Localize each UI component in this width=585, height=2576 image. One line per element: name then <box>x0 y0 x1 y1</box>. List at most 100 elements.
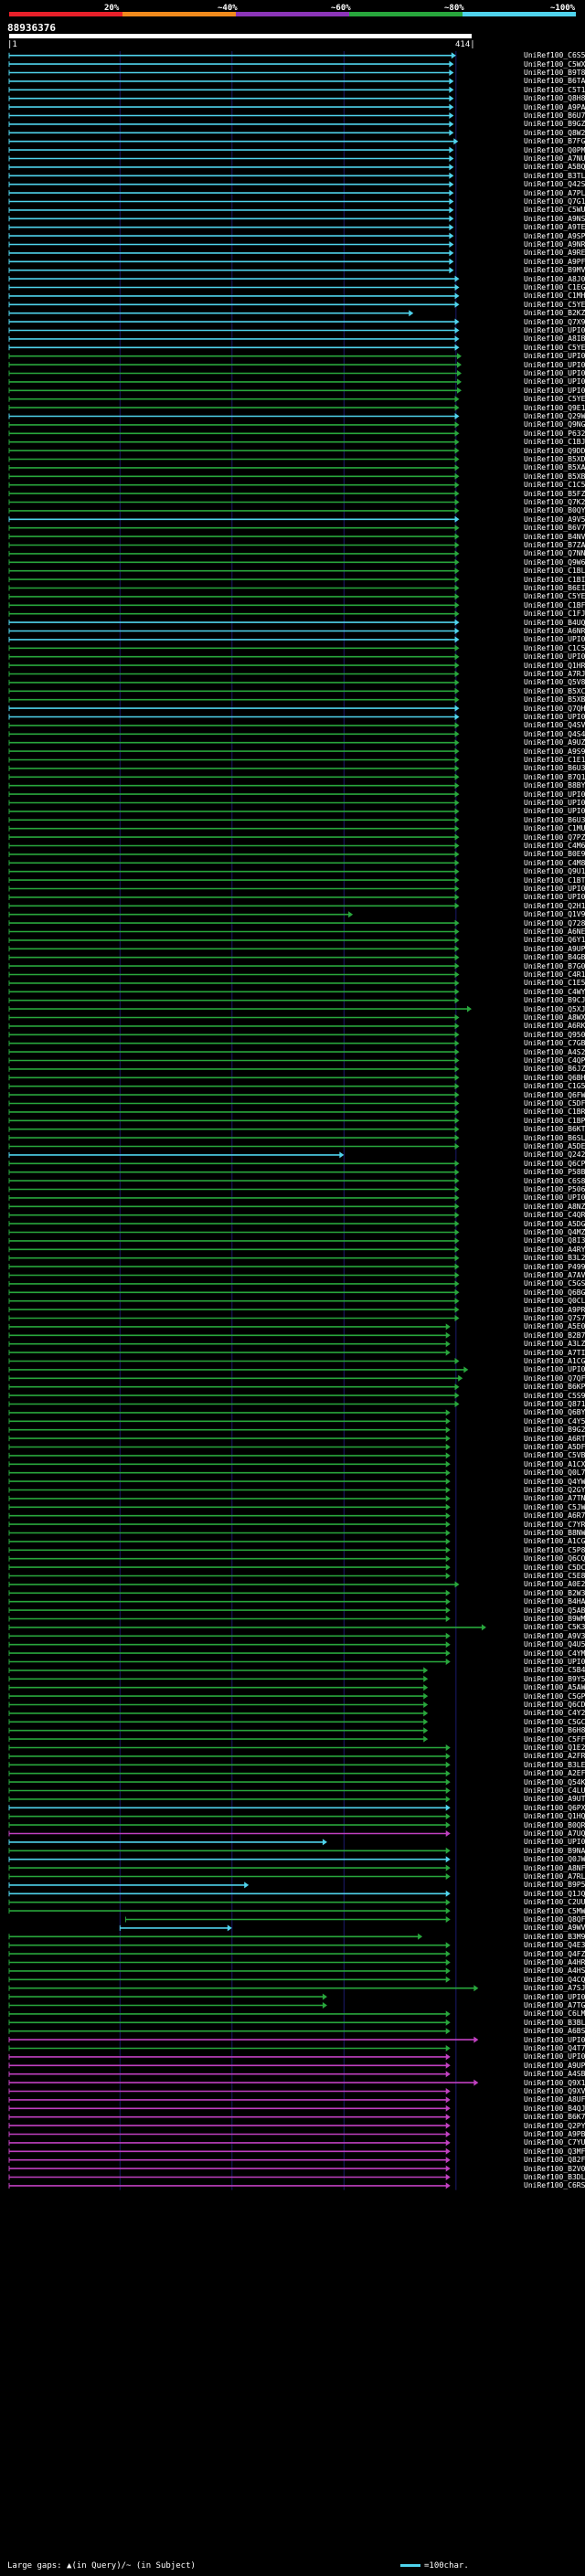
hit-label[interactable]: UniRef100_A9PBZ1 <box>524 2130 585 2138</box>
hit-label[interactable]: UniRef100_A7PLF9 <box>524 188 585 197</box>
hit-label[interactable]: UniRef100_C5FF50 <box>524 1734 585 1744</box>
hit-label[interactable]: UniRef100_A9V503 <box>524 514 585 524</box>
hit-label[interactable]: UniRef100_A6RK82 <box>524 1022 585 1031</box>
hit-label[interactable]: UniRef100_A9PAA6 <box>524 102 585 111</box>
hit-label[interactable]: UniRef100_C4QRE7 <box>524 1211 585 1220</box>
hit-label[interactable]: UniRef100_A7SJF5 <box>524 1984 585 1993</box>
hit-label[interactable]: UniRef100_Q42S51 <box>524 180 585 189</box>
hit-label[interactable]: UniRef100_Q8I3Q1 <box>524 1236 585 1246</box>
hit-label[interactable]: UniRef100_C5YEH6 <box>524 592 585 601</box>
hit-label[interactable]: UniRef100_Q6Y124 <box>524 936 585 945</box>
hit-label[interactable]: UniRef100_UPI000... <box>524 635 585 644</box>
hit-label[interactable]: UniRef100_B8NWI0 <box>524 1529 585 1537</box>
hit-label[interactable]: UniRef100_A1CGZ1 <box>524 1537 585 1546</box>
hit-label[interactable]: UniRef100_B6TAY9 <box>524 77 585 86</box>
hit-label[interactable]: UniRef100_C1FJ06 <box>524 610 585 619</box>
hit-label[interactable]: UniRef100_Q5ABC1 <box>524 1606 585 1615</box>
hit-label[interactable]: UniRef100_Q4U5Y4 <box>524 1640 585 1649</box>
hit-label[interactable]: UniRef100_Q1V9B8 <box>524 910 585 919</box>
hit-label[interactable]: UniRef100_A2FRP5 <box>524 1752 585 1761</box>
hit-label[interactable]: UniRef100_C5DFE0 <box>524 1099 585 1108</box>
hit-label[interactable]: UniRef100_C5GCM9 <box>524 1717 585 1726</box>
hit-label[interactable]: UniRef100_B2KZK1 <box>524 309 585 318</box>
hit-label[interactable]: UniRef100_Q6CQ69 <box>524 1554 585 1564</box>
hit-label[interactable]: UniRef100_Q9W6H5 <box>524 557 585 567</box>
hit-label[interactable]: UniRef100_B5XD58 <box>524 455 585 463</box>
hit-label[interactable]: UniRef100_B5FZW7 <box>524 489 585 498</box>
hit-label[interactable]: UniRef100_C1E5L7 <box>524 979 585 988</box>
hit-label[interactable]: UniRef100_A5E0H2 <box>524 1322 585 1331</box>
hit-label[interactable]: UniRef100_C4R1I9 <box>524 970 585 979</box>
hit-label[interactable]: UniRef100_A5DGI2 <box>524 1219 585 1228</box>
hit-label[interactable]: UniRef100_UPI000... <box>524 2052 585 2062</box>
hit-label[interactable]: UniRef100_Q6BHY3 <box>524 1073 585 1082</box>
hit-label[interactable]: UniRef100_C6S8K5 <box>524 1176 585 1185</box>
hit-label[interactable]: UniRef100_B6H854 <box>524 1726 585 1735</box>
hit-label[interactable]: UniRef100_B2B734 <box>524 1330 585 1340</box>
hit-label[interactable]: UniRef100_B9GZR6 <box>524 120 585 129</box>
hit-label[interactable]: UniRef100_B6U359 <box>524 764 585 773</box>
hit-label[interactable]: UniRef100_A9REJ9 <box>524 249 585 258</box>
hit-label[interactable]: UniRef100_C1BJC8 <box>524 438 585 447</box>
hit-label[interactable]: UniRef100_B7ZA74 <box>524 541 585 549</box>
hit-label[interactable]: UniRef100_C5GP32 <box>524 1691 585 1701</box>
hit-label[interactable]: UniRef100_C5E8S0 <box>524 1572 585 1580</box>
hit-label[interactable]: UniRef100_Q5XJ00 <box>524 1004 585 1013</box>
hit-label[interactable]: UniRef100_P63279 <box>524 429 585 438</box>
hit-label[interactable]: UniRef100_UPI000... <box>524 360 585 369</box>
hit-label[interactable]: UniRef100_C1BRF5 <box>524 1108 585 1117</box>
hit-label[interactable]: UniRef100_Q7S7F7 <box>524 1314 585 1322</box>
hit-label[interactable]: UniRef100_Q8H8S9 <box>524 94 585 103</box>
hit-label[interactable]: UniRef100_B6U377 <box>524 815 585 824</box>
hit-label[interactable]: UniRef100_Q2424Q <box>524 1150 585 1160</box>
hit-label[interactable]: UniRef100_B9NAT2 <box>524 1846 585 1855</box>
hit-label[interactable]: UniRef100_A9NRS7 <box>524 240 585 249</box>
hit-label[interactable]: UniRef100_B6KTP6 <box>524 1125 585 1134</box>
hit-label[interactable]: UniRef100_UPI000... <box>524 799 585 807</box>
hit-label[interactable]: UniRef100_A8IBI7 <box>524 334 585 344</box>
hit-label[interactable]: UniRef100_Q0PMR8 <box>524 145 585 154</box>
hit-label[interactable]: UniRef100_B9Y5M4 <box>524 1674 585 1683</box>
hit-label[interactable]: UniRef100_B7FGV0 <box>524 137 585 146</box>
hit-label[interactable]: UniRef100_A9WVP5 <box>524 1924 585 1933</box>
hit-label[interactable]: UniRef100_B6JZP0 <box>524 1065 585 1074</box>
hit-label[interactable]: UniRef100_B9WMN9 <box>524 1615 585 1623</box>
hit-label[interactable]: UniRef100_A8J0P9 <box>524 274 585 283</box>
hit-label[interactable]: UniRef100_C4Y258 <box>524 1709 585 1718</box>
hit-label[interactable]: UniRef100_C5MWY9 <box>524 1906 585 1915</box>
hit-label[interactable]: UniRef100_Q9U1J5 <box>524 867 585 876</box>
hit-label[interactable]: UniRef100_B3DLL3 <box>524 2173 585 2181</box>
hit-label[interactable]: UniRef100_C1MU39 <box>524 824 585 833</box>
hit-label[interactable]: UniRef100_Q7QHB5 <box>524 704 585 713</box>
hit-label[interactable]: UniRef100_A7RJU1 <box>524 670 585 678</box>
hit-label[interactable]: UniRef100_B2V0P3 <box>524 2164 585 2173</box>
hit-label[interactable]: UniRef100_Q7G124 <box>524 197 585 206</box>
hit-label[interactable]: UniRef100_Q871H3 <box>524 1400 585 1408</box>
hit-label[interactable]: UniRef100_B3L2G9 <box>524 1254 585 1263</box>
hit-label[interactable]: UniRef100_A7TGB8 <box>524 2001 585 2009</box>
hit-label[interactable]: UniRef100_Q82FS7 <box>524 2156 585 2165</box>
hit-label[interactable]: UniRef100_C5JWK7 <box>524 1502 585 1511</box>
hit-label[interactable]: UniRef100_Q2H1V1 <box>524 901 585 910</box>
hit-label[interactable]: UniRef100_A4HRN6 <box>524 1958 585 1966</box>
hit-label[interactable]: UniRef100_C1C5U0 <box>524 481 585 490</box>
hit-label[interactable]: UniRef100_Q6BGL9 <box>524 1288 585 1297</box>
hit-label[interactable]: UniRef100_C1G562 <box>524 1082 585 1091</box>
hit-label[interactable]: UniRef100_Q95017 <box>524 1030 585 1039</box>
hit-label[interactable]: UniRef100_C1E123 <box>524 756 585 764</box>
hit-label[interactable]: UniRef100_UPI000... <box>524 1365 585 1374</box>
hit-label[interactable]: UniRef100_Q6CPG7 <box>524 1159 585 1168</box>
hit-label[interactable]: UniRef100_Q8QF20 <box>524 1915 585 1924</box>
hit-label[interactable]: UniRef100_A3LZ35 <box>524 1340 585 1349</box>
hit-label[interactable]: UniRef100_Q4SV04 <box>524 721 585 730</box>
hit-label[interactable]: UniRef100_UPI000... <box>524 893 585 902</box>
hit-label[interactable]: UniRef100_Q3MF22 <box>524 2147 585 2156</box>
hit-label[interactable]: UniRef100_Q4S4Q0 <box>524 729 585 738</box>
hit-label[interactable]: UniRef100_Q6BYS3 <box>524 1408 585 1417</box>
hit-label[interactable]: UniRef100_B3M9J9 <box>524 1932 585 1941</box>
hit-label[interactable]: UniRef100_C4M8J8 <box>524 858 585 867</box>
hit-label[interactable]: UniRef100_A9UZ53 <box>524 738 585 747</box>
hit-label[interactable]: UniRef100_B4GBA7 <box>524 953 585 962</box>
hit-label[interactable]: UniRef100_C5WUE8 <box>524 206 585 215</box>
hit-label[interactable]: UniRef100_B9P512 <box>524 1881 585 1890</box>
